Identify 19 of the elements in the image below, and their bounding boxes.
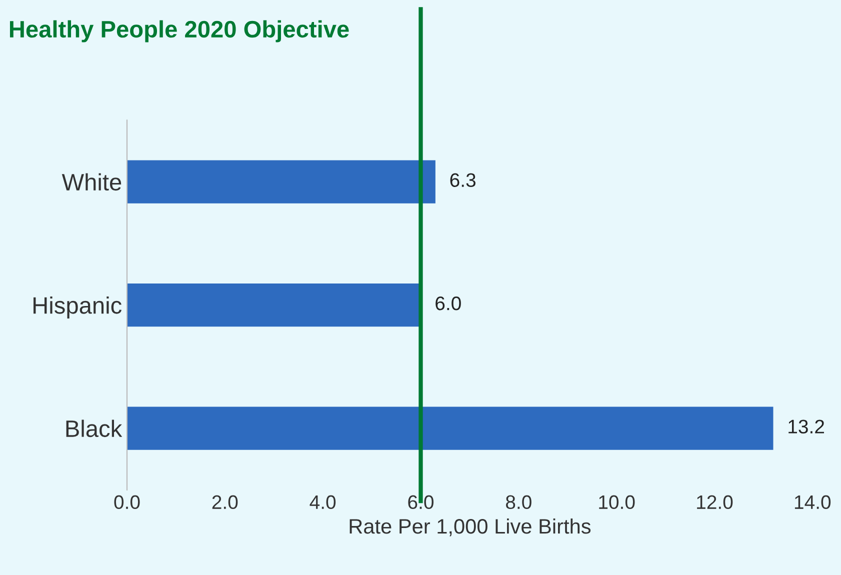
x-tick-label: 14.0 — [794, 495, 831, 510]
y-tick-label: Black — [66, 420, 122, 438]
x-tick-label: 8.0 — [506, 495, 532, 510]
x-tick-label: 6.0 — [408, 495, 434, 510]
bar — [126, 406, 774, 450]
x-tick-label: 2.0 — [212, 495, 238, 510]
y-tick-label: White — [62, 173, 122, 191]
y-tick-label: Hispanic — [34, 296, 122, 318]
bar — [126, 283, 421, 327]
x-tick-label: 4.0 — [310, 495, 336, 510]
x-axis-title: Rate Per 1,000 Live Births — [350, 518, 591, 536]
ref-line-label: Healthy People 2020 Objective — [10, 20, 349, 42]
x-tick-label: 10.0 — [599, 495, 635, 510]
data-label: 6.0 — [436, 296, 461, 310]
data-label: 6.3 — [450, 173, 476, 188]
x-tick-label: 12.0 — [697, 495, 733, 510]
bar — [126, 160, 436, 204]
data-label: 13.2 — [788, 420, 824, 434]
x-tick-label: 0.0 — [114, 495, 140, 510]
